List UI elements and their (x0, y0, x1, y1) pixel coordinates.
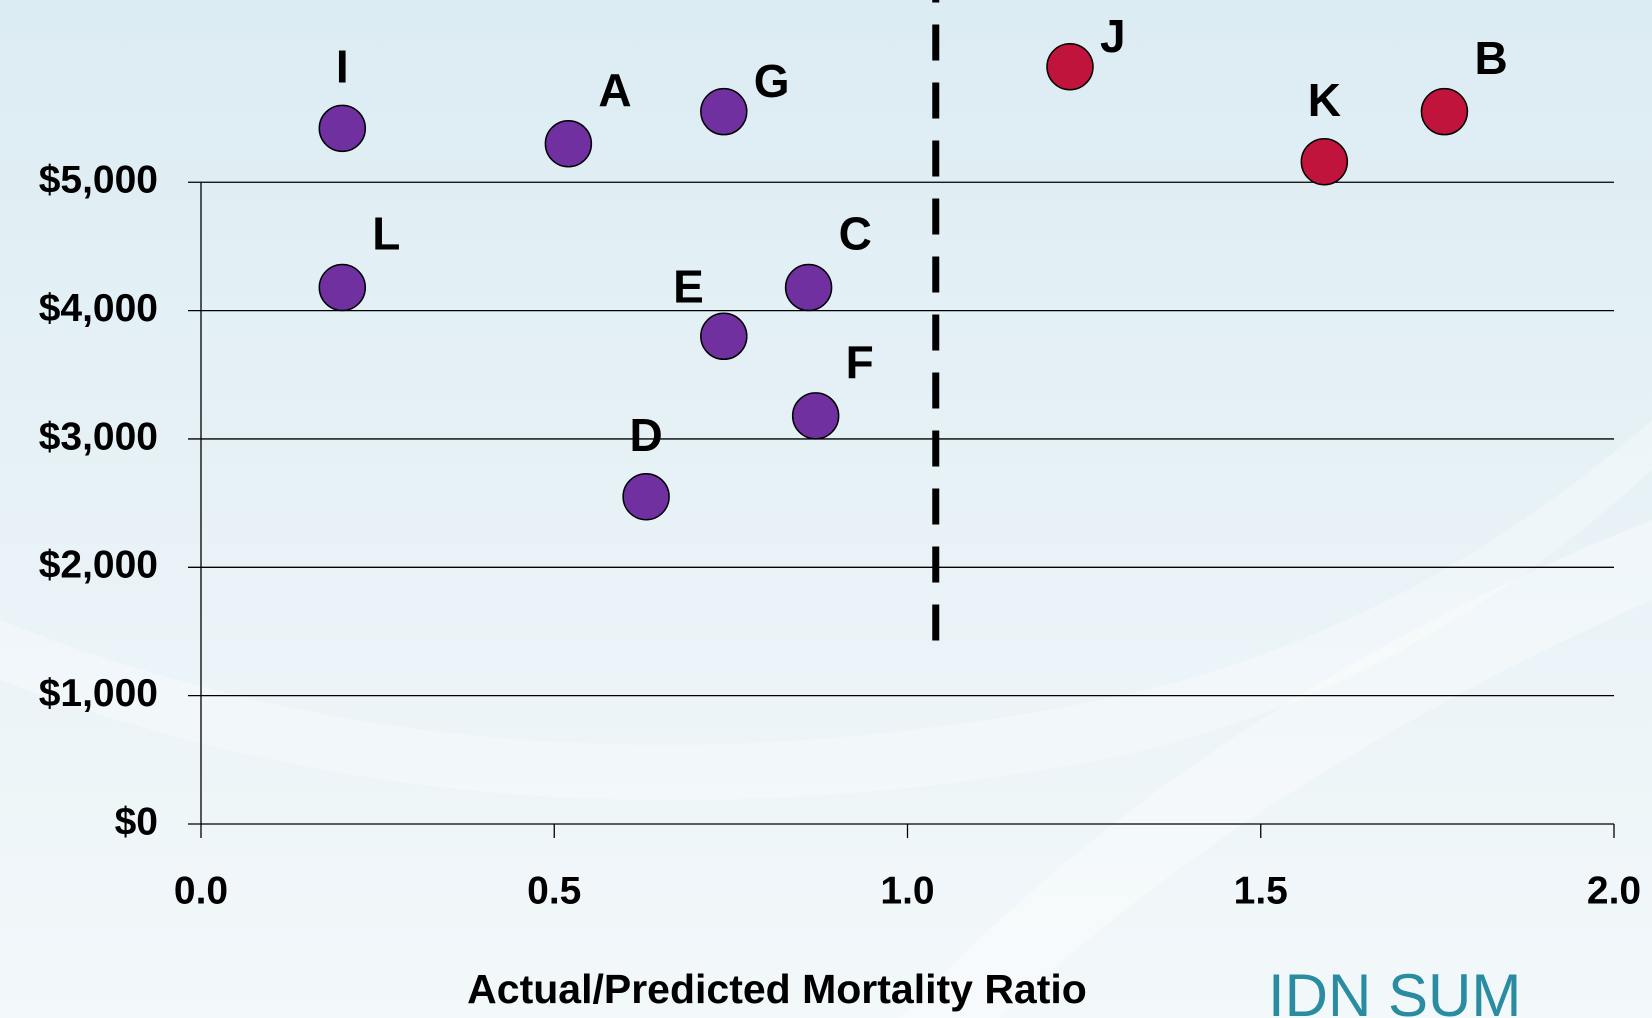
point-label: A (598, 64, 631, 116)
y-tick-label: $0 (115, 800, 158, 843)
y-tick-label: $2,000 (39, 544, 158, 587)
data-point (1046, 42, 1094, 91)
data-point (1300, 137, 1349, 186)
point-label: B (1474, 32, 1507, 84)
point-label: C (839, 208, 872, 260)
point-label: K (1308, 74, 1341, 126)
point-label: L (372, 208, 400, 260)
y-tick-label: $5,000 (39, 159, 158, 202)
point-label: F (846, 336, 874, 388)
x-tick-label: 0.5 (527, 869, 581, 912)
data-point (784, 263, 833, 312)
point-label: J (1100, 10, 1126, 62)
data-point (791, 392, 840, 440)
data-point (700, 87, 748, 136)
data-point (1420, 87, 1469, 136)
background-swoosh (0, 420, 1652, 801)
y-tick-label: $3,000 (39, 415, 158, 458)
data-point (700, 312, 748, 361)
x-tick-label: 0.0 (174, 869, 228, 912)
data-point (318, 104, 367, 153)
data-point (544, 120, 593, 168)
x-axis-title: Actual/Predicted Mortality Ratio (467, 966, 1087, 1012)
data-point (318, 263, 367, 312)
background-swoosh (900, 520, 1652, 1018)
y-tick-label: $4,000 (39, 287, 158, 330)
data-point (622, 472, 670, 521)
y-tick-label: $1,000 (39, 672, 158, 715)
logo-text: IDN SUM (1268, 962, 1521, 1018)
x-tick-label: 1.0 (880, 869, 934, 912)
x-tick-label: 2.0 (1587, 869, 1641, 912)
point-label: I (336, 41, 349, 93)
point-label: G (754, 55, 790, 107)
x-tick-label: 1.5 (1234, 869, 1288, 912)
point-label: D (629, 409, 662, 461)
point-label: E (673, 260, 704, 312)
